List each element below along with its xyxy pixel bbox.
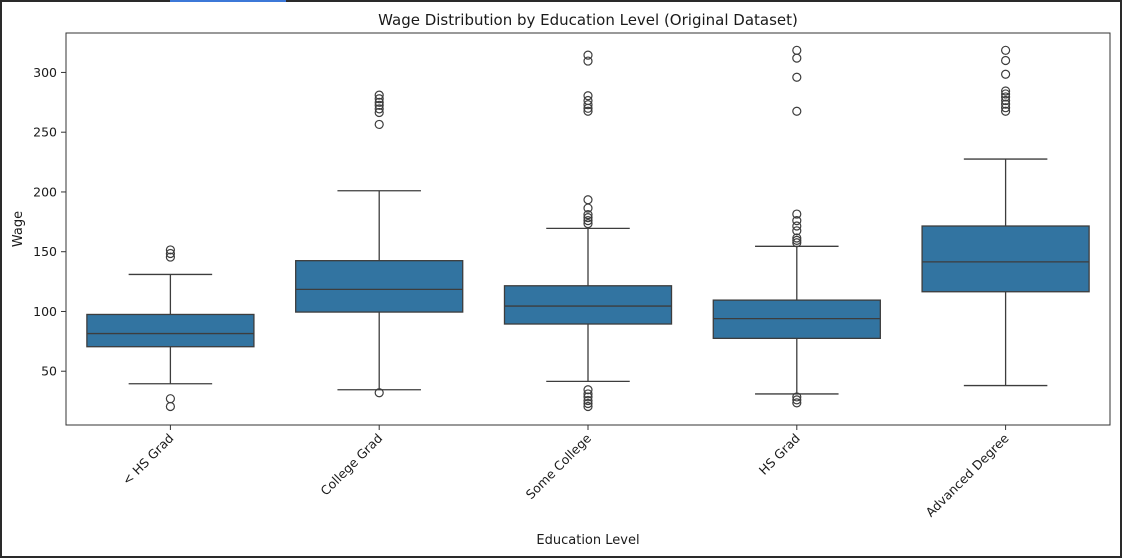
box-3 (712, 45, 881, 408)
outlier-point (165, 248, 175, 259)
outlier-point (583, 56, 593, 66)
outlier-point (374, 94, 384, 104)
outlier-point (374, 97, 384, 107)
outlier-point (1000, 99, 1011, 109)
outlier-point (583, 392, 593, 402)
y-tick-label: 200 (33, 184, 57, 199)
outlier-point (1000, 89, 1011, 99)
outlier-point (1000, 95, 1011, 106)
outlier-point (1000, 103, 1011, 113)
outlier-point (792, 398, 802, 408)
outlier-point (374, 100, 384, 110)
outlier-point (374, 119, 384, 130)
box-0 (86, 245, 255, 412)
y-tick-label: 50 (41, 364, 57, 379)
box-group (86, 45, 1090, 412)
outlier-point (792, 395, 802, 405)
outlier-point (583, 210, 593, 220)
outlier-point (792, 238, 802, 248)
outlier-point (792, 233, 802, 243)
outlier-point (583, 398, 593, 409)
x-tick-label: College Grad (317, 431, 385, 499)
outlier-point (792, 226, 802, 236)
box-2 (503, 50, 673, 412)
x-axis: < HS Grad College Grad Some College HS Grad… (119, 425, 1012, 520)
outlier-point (1000, 86, 1011, 96)
y-tick-label: 150 (33, 244, 57, 259)
outlier-point (583, 91, 593, 101)
y-tick-label: 100 (33, 304, 57, 319)
outlier-point (583, 401, 593, 412)
x-tick-label: < HS Grad (119, 431, 176, 488)
outlier-point (1000, 69, 1011, 79)
outlier-point (165, 401, 175, 412)
outlier-point (1000, 106, 1011, 116)
outlier-point (583, 395, 593, 406)
outlier-point (583, 50, 593, 60)
iqr-box (86, 313, 255, 348)
y-axis-label: Wage (11, 211, 26, 247)
y-tick-label: 250 (33, 125, 57, 140)
outlier-point (583, 100, 593, 110)
y-tick-label: 300 (33, 65, 57, 80)
top-strip (170, 0, 286, 2)
outlier-point (165, 394, 175, 404)
outlier-point (165, 245, 175, 255)
iqr-box (503, 285, 673, 325)
outlier-point (583, 195, 593, 205)
iqr-box (295, 260, 464, 313)
x-axis-label: Education Level (536, 533, 639, 548)
box-4 (921, 45, 1090, 387)
outlier-point (792, 221, 802, 231)
outlier-point (792, 106, 802, 116)
outlier-point (583, 385, 593, 395)
outlier-point (374, 104, 384, 114)
outlier-point (1000, 55, 1011, 66)
outlier-point (374, 388, 384, 398)
outlier-point (583, 389, 593, 399)
outlier-point (792, 53, 802, 63)
outlier-point (374, 90, 384, 100)
outlier-point (1000, 92, 1011, 102)
outlier-point (792, 45, 802, 55)
outlier-point (165, 252, 175, 262)
iqr-box (921, 225, 1090, 293)
x-tick-label: HS Grad (756, 431, 803, 478)
y-axis: 50 100 150 200 250 300 (33, 65, 66, 379)
outlier-point (792, 209, 802, 219)
outlier-point (583, 219, 593, 229)
outlier-point (1000, 45, 1011, 55)
box-1 (295, 90, 464, 398)
outlier-point (374, 107, 384, 118)
outlier-point (583, 213, 593, 223)
outlier-point (583, 106, 593, 116)
outlier-point (792, 392, 802, 402)
chart-title: Wage Distribution by Education Level (Or… (378, 11, 798, 29)
outlier-point (792, 72, 802, 82)
outlier-point (583, 216, 593, 226)
outlier-point (792, 235, 802, 245)
x-tick-label: Advanced Degree (922, 430, 1011, 519)
outlier-point (583, 95, 593, 106)
outlier-point (792, 216, 802, 226)
x-tick-label: Some College (523, 430, 595, 502)
